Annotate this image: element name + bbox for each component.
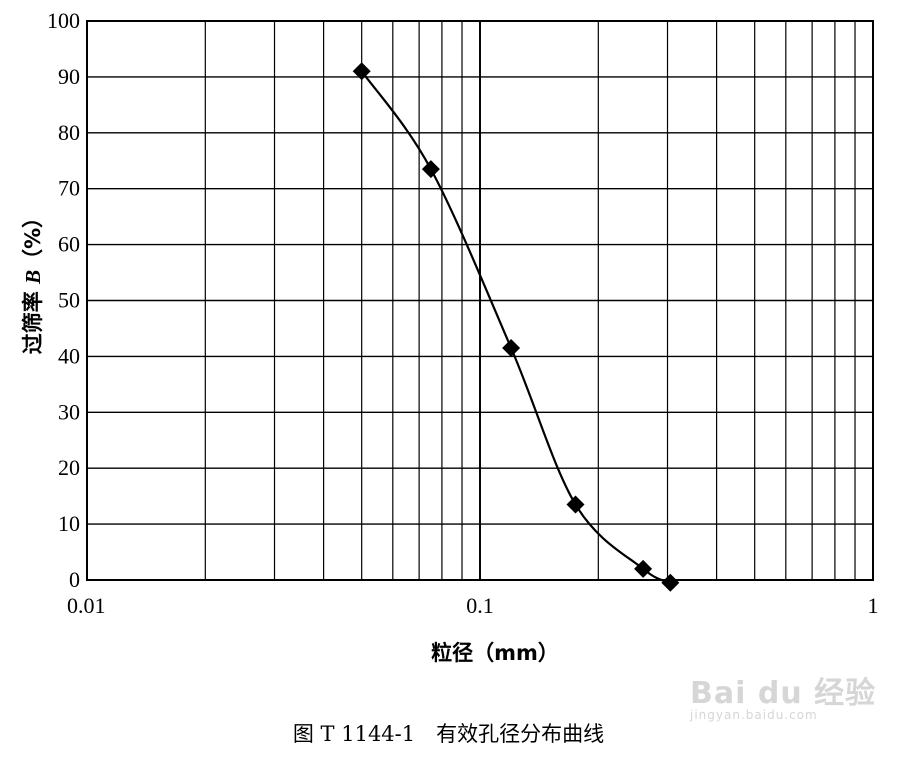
y-tick-label: 70 [58,176,80,201]
y-tick-label: 50 [58,288,80,313]
y-tick-labels: 0 10 20 30 40 50 60 70 80 90 100 [47,8,80,592]
figure-caption: 图 T 1144-1 有效孔径分布曲线 [292,722,605,746]
x-tick-label: 0.1 [466,593,494,618]
x-axis-title: 粒径（mm） [431,641,559,665]
data-point-marker [421,160,440,179]
y-axis-title-text: 过筛率 [21,284,45,354]
y-tick-label: 0 [69,567,80,592]
x-tick-label: 0.01 [67,593,106,618]
data-point-marker [566,495,585,514]
data-point-marker [352,62,371,81]
y-axis-title: 过筛率 B（%） [21,207,45,354]
plot-frame [86,20,874,581]
y-tick-label: 20 [58,455,80,480]
baidu-watermark: Bai du 经验 jingyan.baidu.com [690,668,890,722]
y-tick-label: 100 [47,8,80,33]
watermark-sub: jingyan.baidu.com [690,708,818,722]
y-tick-label: 60 [58,232,80,257]
watermark-main: Bai du 经验 [690,676,877,711]
y-tick-label: 80 [58,120,80,145]
data-points [352,62,680,592]
y-axis-title-var: B [21,270,45,285]
x-tick-labels: 0.01 0.1 1 [67,593,879,618]
data-point-marker [634,559,653,578]
y-tick-label: 40 [58,343,80,368]
series-curve [360,70,671,584]
y-tick-label: 30 [58,399,80,424]
y-tick-label: 10 [58,511,80,536]
y-tick-label: 90 [58,64,80,89]
data-point-marker [661,573,680,592]
grid-lines [86,20,874,581]
y-axis-title-unit: （%） [21,207,45,270]
x-tick-label: 1 [868,593,879,618]
data-point-marker [502,339,521,358]
